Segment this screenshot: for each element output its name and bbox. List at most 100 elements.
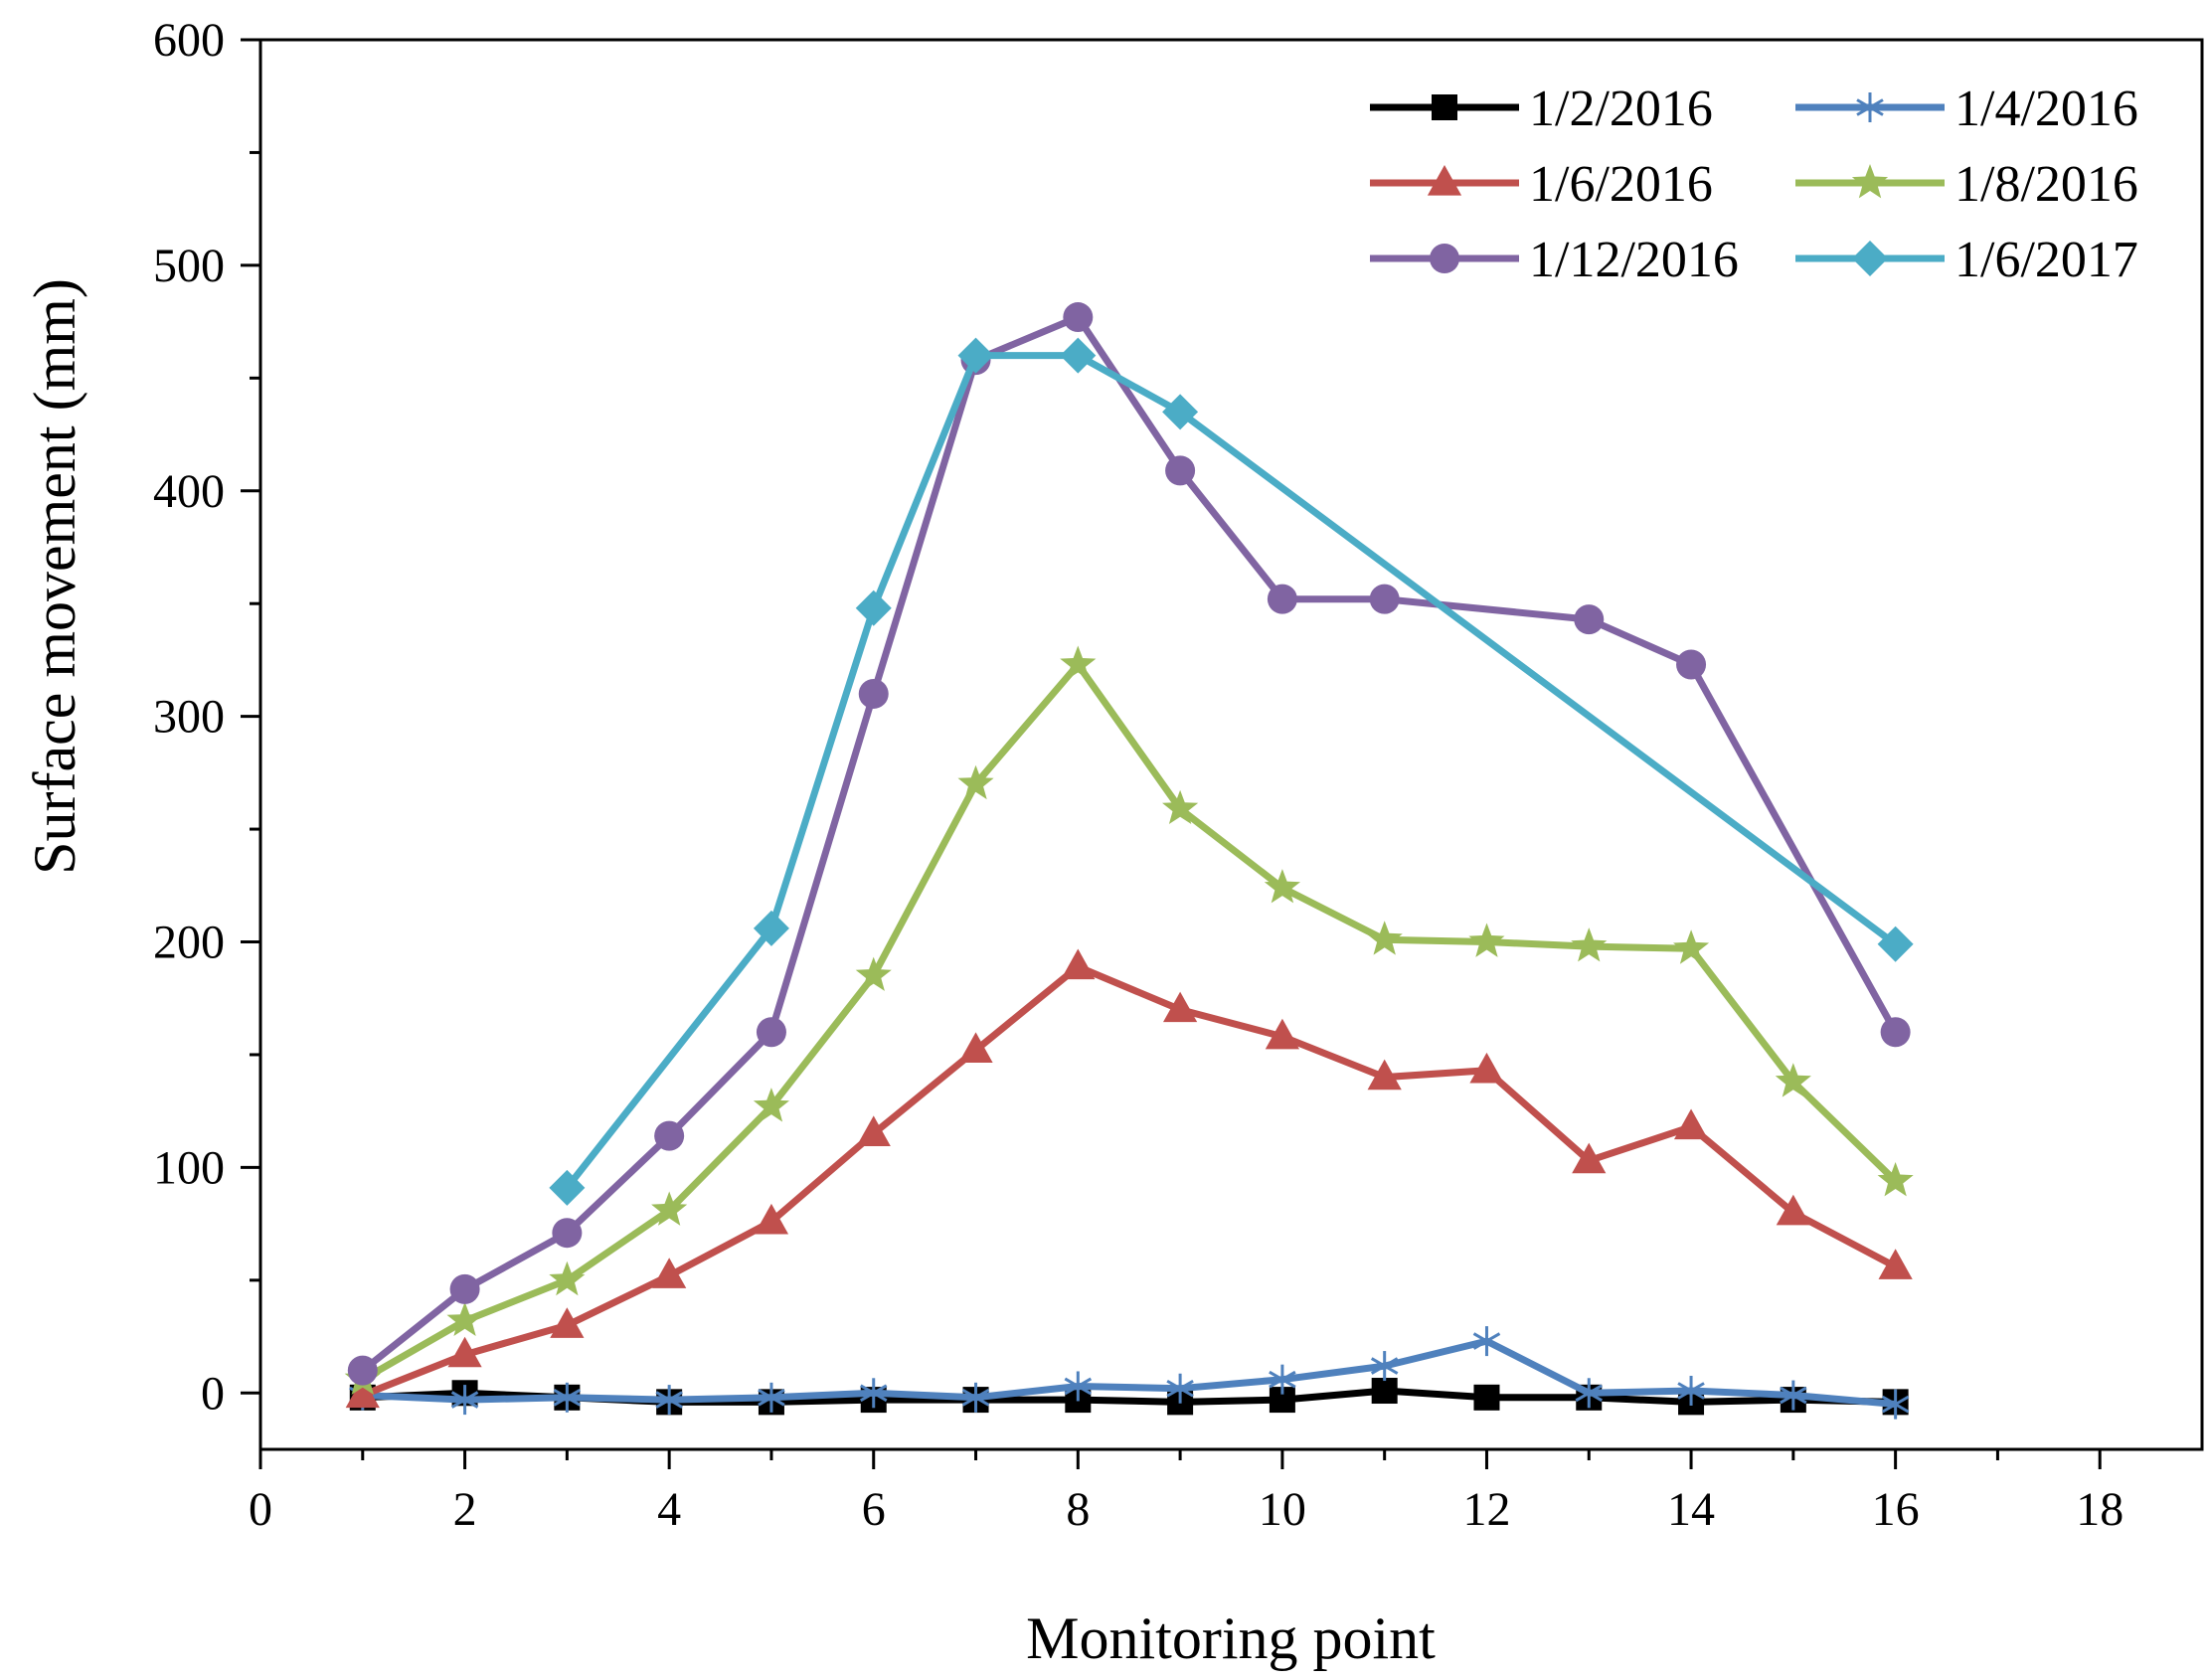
- legend-marker: [1851, 164, 1889, 199]
- data-point: [1673, 929, 1710, 964]
- data-point: [449, 1273, 480, 1304]
- data-point: [1880, 1017, 1911, 1048]
- data-point: [961, 1382, 990, 1413]
- data-point: [652, 1258, 687, 1288]
- data-point: [450, 1385, 479, 1416]
- data-point: [1775, 1063, 1811, 1097]
- data-point: [1367, 1059, 1402, 1091]
- data-point: [552, 1218, 583, 1249]
- data-point: [1673, 1108, 1709, 1140]
- x-axis-label: Monitoring point: [1026, 1605, 1436, 1671]
- asterisk-stroke: [1677, 1382, 1705, 1400]
- legend-marker: [1427, 165, 1462, 196]
- series-1/4/2016: [349, 1326, 1910, 1420]
- data-point: [1162, 394, 1199, 430]
- legend-label: 1/6/2016: [1529, 156, 1713, 213]
- data-point: [1061, 948, 1096, 980]
- asterisk-stroke: [961, 1389, 990, 1407]
- data-point: [549, 1169, 586, 1206]
- data-point: [958, 1032, 993, 1064]
- data-point: [654, 1120, 685, 1151]
- y-tick-label: 100: [153, 1141, 225, 1194]
- data-point: [1877, 925, 1914, 962]
- legend-item: 1/6/2017: [1795, 232, 2138, 288]
- data-point: [1264, 869, 1300, 904]
- y-tick-label: 0: [201, 1367, 225, 1420]
- legend-item: 1/6/2016: [1370, 156, 1713, 213]
- asterisk-stroke: [758, 1389, 785, 1407]
- asterisk-stroke: [1269, 1370, 1296, 1389]
- x-tick-label: 10: [1259, 1483, 1306, 1536]
- data-point: [756, 1017, 786, 1048]
- series-1/8/2016: [344, 645, 1914, 1395]
- asterisk-stroke: [655, 1391, 683, 1409]
- legend-marker: [1852, 241, 1888, 276]
- x-tick-label: 8: [1066, 1483, 1090, 1536]
- y-tick-label: 200: [153, 917, 225, 969]
- data-point: [855, 589, 892, 626]
- data-point: [859, 1378, 888, 1409]
- data-point: [1473, 1384, 1500, 1411]
- series-1/12/2016: [347, 302, 1911, 1386]
- data-point: [1776, 1194, 1810, 1226]
- data-point: [1370, 1351, 1399, 1382]
- legend-label: 1/6/2017: [1954, 232, 2138, 288]
- data-point: [1165, 455, 1196, 486]
- data-point: [1571, 927, 1608, 962]
- data-point: [549, 1260, 586, 1296]
- x-tick-label: 0: [249, 1483, 272, 1536]
- x-tick-label: 16: [1872, 1483, 1920, 1536]
- y-axis-label: Surface movement (mm): [22, 278, 87, 875]
- data-point: [1162, 789, 1199, 824]
- asterisk-stroke: [1856, 98, 1884, 116]
- legend-item: 1/12/2016: [1370, 232, 1739, 288]
- data-point: [1574, 604, 1605, 635]
- asterisk-stroke: [553, 1389, 582, 1407]
- data-point: [1371, 1378, 1398, 1405]
- asterisk-stroke: [1472, 1332, 1501, 1350]
- data-point: [1269, 1364, 1296, 1395]
- x-tick-label: 18: [2076, 1483, 2124, 1536]
- legend-marker: [1856, 92, 1884, 122]
- data-point: [1877, 1162, 1914, 1197]
- legend-label: 1/4/2016: [1954, 81, 2138, 137]
- series-line: [361, 661, 1899, 1383]
- plot-frame: [258, 38, 2204, 1451]
- data-point: [553, 1382, 582, 1413]
- data-point: [1575, 1378, 1604, 1409]
- data-point: [1468, 923, 1505, 957]
- asterisk-stroke: [1881, 1395, 1910, 1414]
- series-1/6/2017: [549, 337, 1914, 1206]
- series-line: [361, 963, 1898, 1399]
- data-point: [1064, 1371, 1093, 1402]
- data-point: [957, 337, 994, 374]
- data-point: [1472, 1326, 1501, 1357]
- data-point: [446, 1301, 483, 1336]
- data-point: [1060, 337, 1097, 374]
- x-tick-label: 2: [453, 1483, 477, 1536]
- y-tick-label: 300: [153, 691, 225, 744]
- data-point: [753, 910, 789, 946]
- data-point: [1366, 921, 1403, 955]
- data-point: [1881, 1389, 1910, 1420]
- x-tick-label: 14: [1667, 1483, 1715, 1536]
- data-point: [447, 1336, 482, 1368]
- axes: 0 2 4 6 8 10 12 14 16 18 0 100 200 300 400 500 600: [153, 14, 2204, 1536]
- asterisk-stroke: [450, 1391, 479, 1409]
- asterisk-stroke: [1166, 1379, 1194, 1398]
- data-point: [1572, 1142, 1607, 1174]
- data-point: [550, 1307, 585, 1338]
- data-point: [1063, 302, 1094, 333]
- data-point: [1060, 645, 1097, 680]
- data-point: [1676, 649, 1707, 680]
- data-point: [1265, 1018, 1299, 1050]
- data-point: [1267, 584, 1297, 614]
- x-tick-label: 4: [657, 1483, 681, 1536]
- data-point: [1469, 1052, 1504, 1084]
- legend-marker: [1432, 94, 1457, 120]
- legend-label: 1/2/2016: [1529, 81, 1713, 137]
- data-point: [957, 764, 994, 800]
- data-point: [1369, 584, 1400, 614]
